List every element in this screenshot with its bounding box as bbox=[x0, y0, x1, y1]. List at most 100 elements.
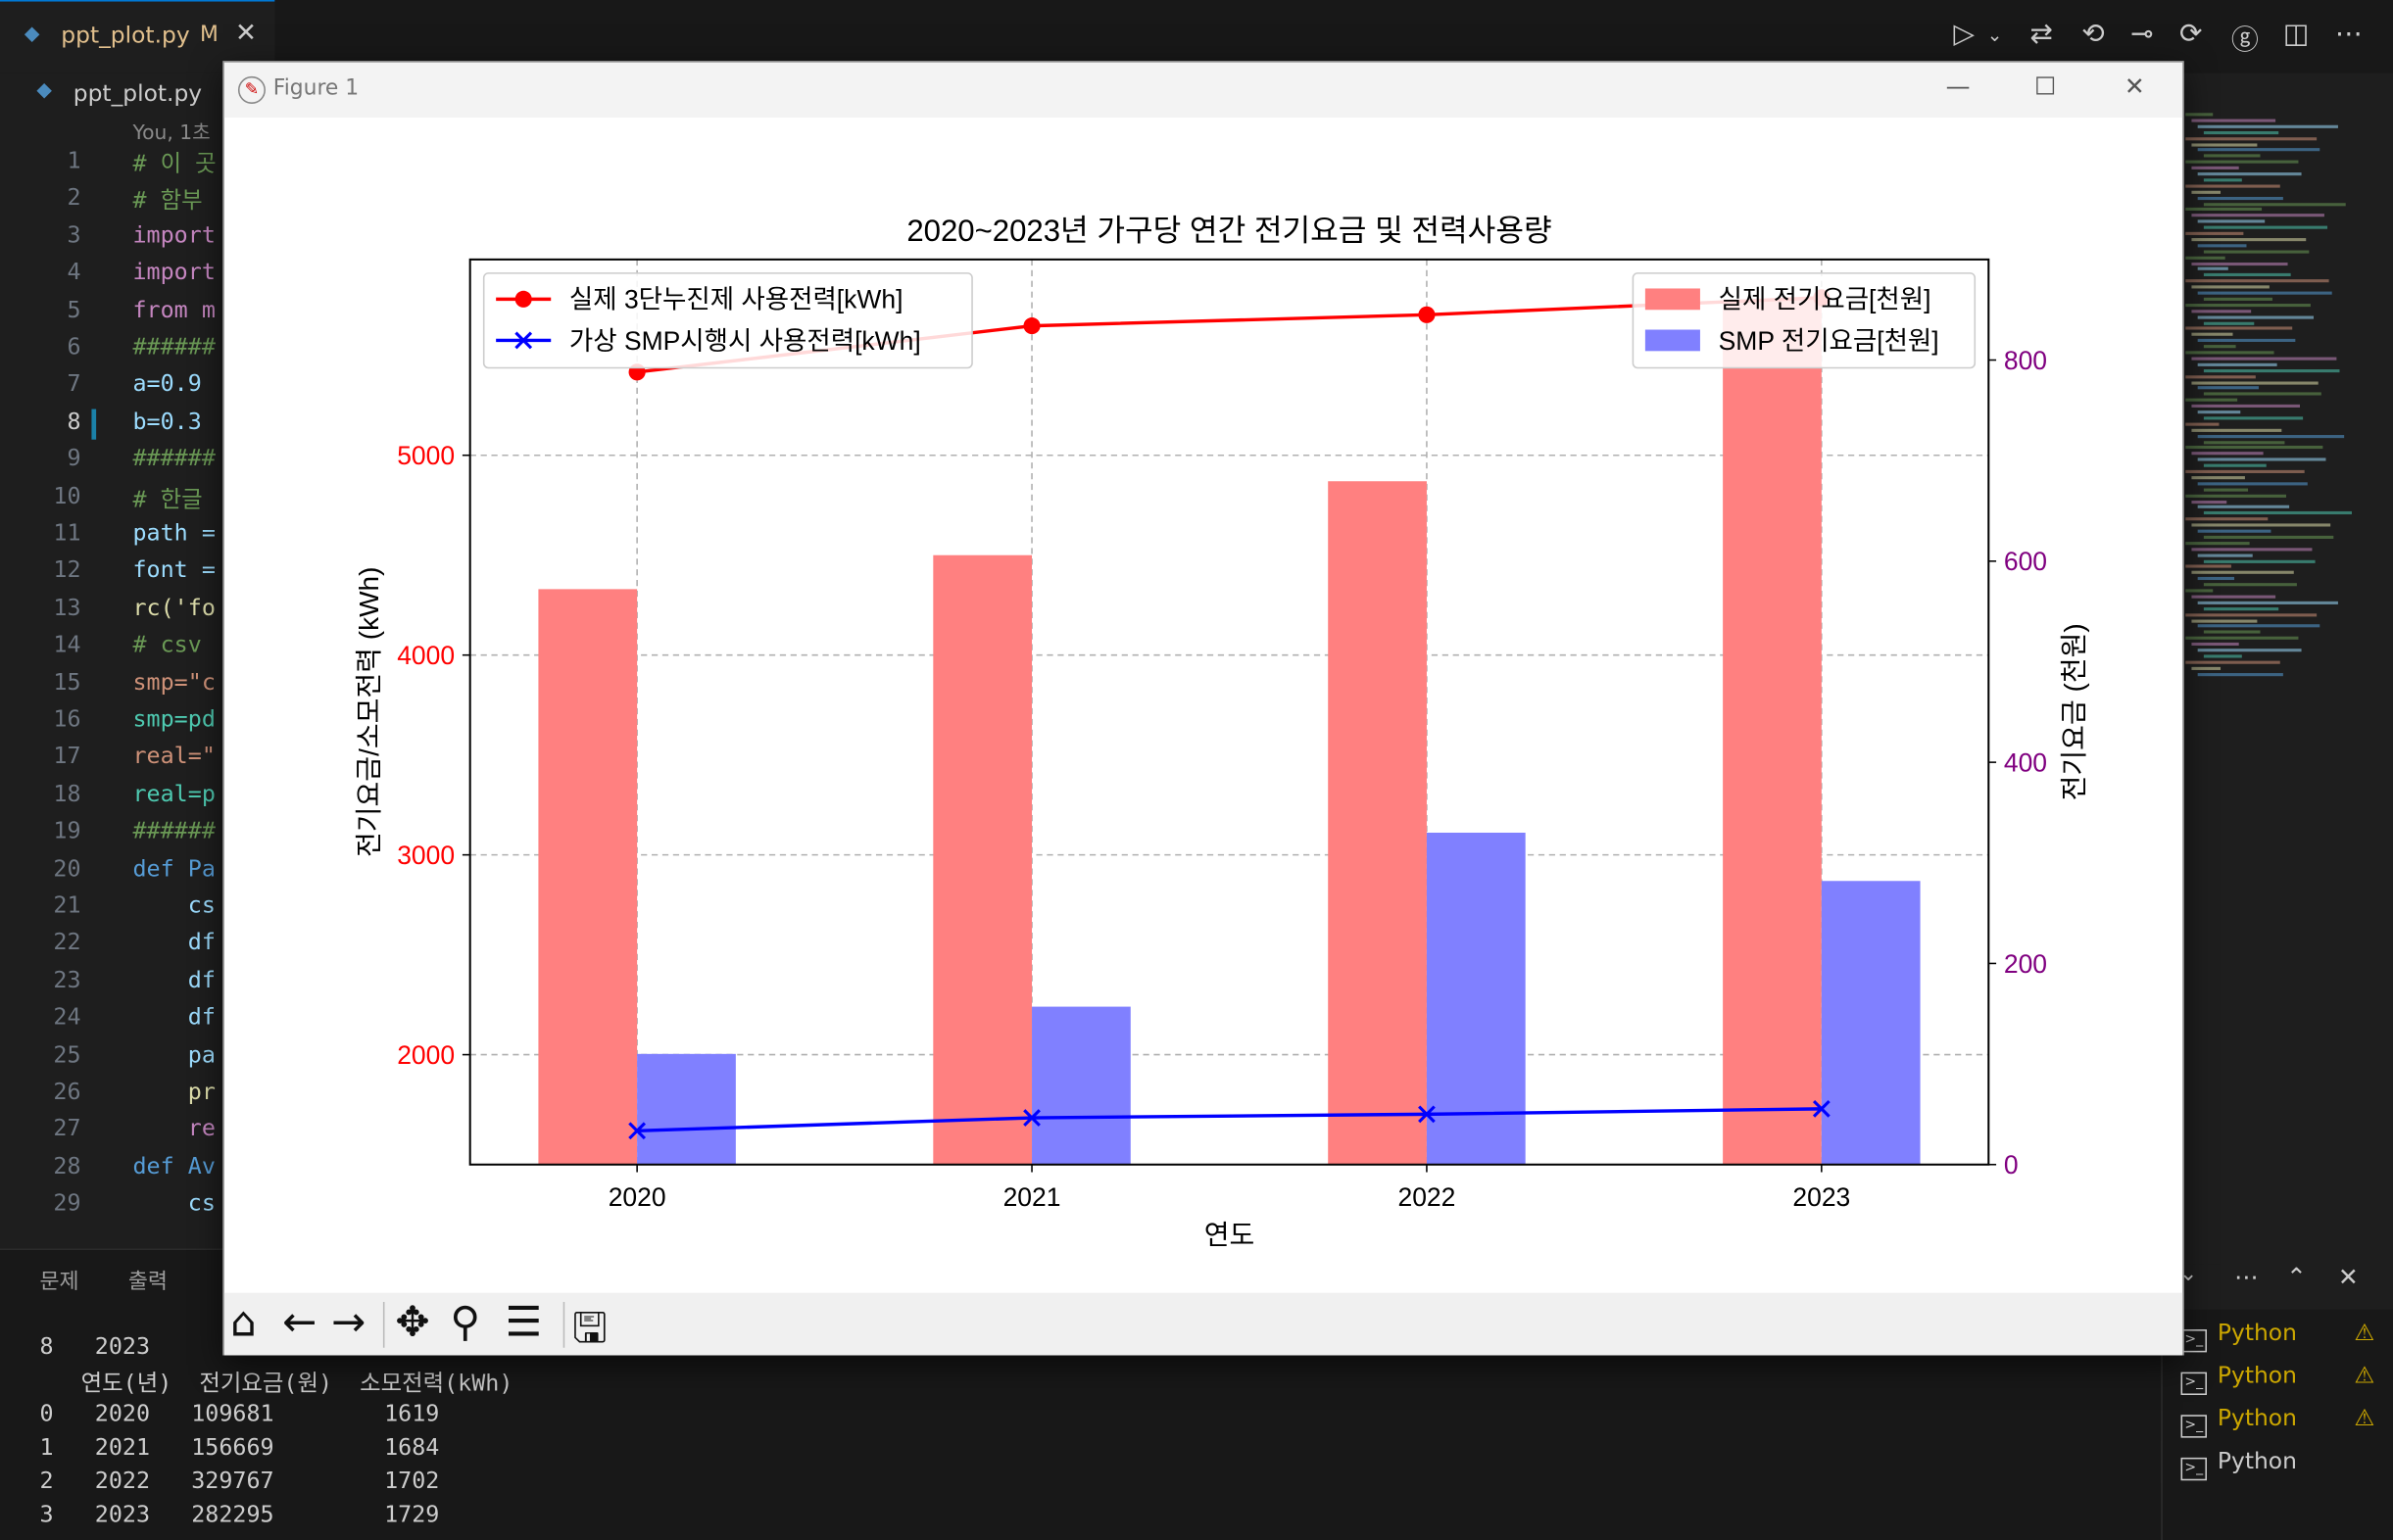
python-file-icon: ◆ bbox=[36, 79, 52, 103]
close-tab-icon[interactable]: ✕ bbox=[234, 18, 258, 49]
code-line[interactable]: rc('fo bbox=[132, 593, 216, 621]
minimap-line bbox=[2185, 541, 2250, 545]
breadcrumb-file[interactable]: ppt_plot.py bbox=[73, 79, 203, 108]
code-line[interactable]: df bbox=[132, 965, 216, 993]
terminal-item[interactable]: >_ Python bbox=[2180, 1319, 2297, 1353]
maximize-icon[interactable]: ☐ bbox=[2034, 72, 2057, 101]
tab-output[interactable]: 출력 bbox=[127, 1270, 168, 1295]
terminal-line: 연도(년) 전기요금(원) 소모전력(kWh) bbox=[39, 1369, 513, 1397]
code-line[interactable]: font = bbox=[132, 555, 216, 584]
run-icon[interactable]: ▷ bbox=[1953, 18, 1976, 51]
minimap-line bbox=[2203, 488, 2249, 492]
run-dropdown-icon[interactable]: ⌄ bbox=[1986, 24, 2003, 46]
code-line[interactable]: from m bbox=[132, 295, 216, 323]
breadcrumb[interactable]: ◆ ppt_plot.py bbox=[0, 73, 244, 114]
home-icon[interactable]: ⌂ bbox=[230, 1298, 257, 1347]
line-number: 28 bbox=[53, 1151, 81, 1180]
minimap-line bbox=[2203, 463, 2267, 467]
line-number: 9 bbox=[67, 444, 81, 472]
figure-title-bar[interactable]: ✎ Figure 1 — ☐ ✕ bbox=[223, 62, 2183, 118]
code-line[interactable]: def Av bbox=[132, 1151, 216, 1180]
minimap-line bbox=[2197, 339, 2296, 343]
minimap-line bbox=[2197, 172, 2302, 176]
minimap-line bbox=[2185, 231, 2244, 235]
close-panel-icon[interactable]: ✕ bbox=[2337, 1262, 2359, 1292]
terminal-line: 1 2021 156669 1684 bbox=[39, 1432, 440, 1462]
code-line[interactable]: ###### bbox=[132, 816, 216, 844]
tab-problems[interactable]: 문제 bbox=[39, 1270, 79, 1295]
minimap-line bbox=[2185, 660, 2280, 664]
legend-box bbox=[482, 272, 973, 369]
modified-line-gutter bbox=[91, 409, 97, 440]
save-icon[interactable]: 🖫 bbox=[572, 1305, 608, 1353]
minimap-line bbox=[2203, 559, 2316, 563]
line-number: 14 bbox=[53, 630, 81, 658]
code-line[interactable]: real=" bbox=[132, 742, 216, 770]
zoom-icon[interactable]: ⚲ bbox=[450, 1298, 481, 1347]
back-icon[interactable]: ← bbox=[282, 1298, 317, 1347]
minimap-line bbox=[2203, 345, 2236, 349]
forward-icon[interactable]: → bbox=[330, 1298, 366, 1347]
code-line[interactable]: smp="c bbox=[132, 667, 216, 696]
minimap-line bbox=[2197, 601, 2338, 604]
subplots-icon[interactable]: ☰ bbox=[505, 1298, 543, 1347]
code-line[interactable]: real=p bbox=[132, 779, 216, 807]
minimap-line bbox=[2185, 256, 2225, 260]
minimap-line bbox=[2191, 142, 2258, 146]
close-icon[interactable]: ✕ bbox=[2124, 72, 2145, 101]
commit-icon[interactable]: ⊸ bbox=[2130, 18, 2154, 51]
minimap-line bbox=[2191, 285, 2270, 289]
code-line[interactable]: pa bbox=[132, 1039, 216, 1068]
git-graph-icon[interactable]: ⓖ bbox=[2230, 24, 2259, 57]
code-line[interactable]: ###### bbox=[132, 444, 216, 472]
minimap-line bbox=[2191, 333, 2233, 337]
source-control-icon[interactable]: ⇄ bbox=[2029, 18, 2053, 51]
tab-ppt-plot[interactable]: ◆ ppt_plot.py M ✕ bbox=[0, 0, 275, 73]
legend-label: 실제 3단누진제 사용전력[kWh] bbox=[569, 285, 903, 314]
code-line[interactable]: pr bbox=[132, 1077, 216, 1105]
code-line[interactable]: def Pa bbox=[132, 853, 216, 882]
plot-canvas: 2000 3000 4000 5000 0 200 400 600 800 2020 2021 202… bbox=[354, 214, 2089, 1250]
minimap-line bbox=[2191, 571, 2294, 575]
code-line[interactable]: # 함부 bbox=[132, 186, 203, 215]
line-number: 1 bbox=[67, 146, 81, 174]
timeline-back-icon[interactable]: ⟲ bbox=[2081, 18, 2105, 51]
more-actions-icon[interactable]: ⋯ bbox=[2334, 18, 2363, 51]
timeline-forward-icon[interactable]: ⟳ bbox=[2178, 18, 2203, 51]
legend-marker bbox=[514, 290, 532, 308]
code-line[interactable]: path = bbox=[132, 518, 216, 547]
bar bbox=[538, 589, 638, 1165]
pan-icon[interactable]: ✥ bbox=[395, 1298, 430, 1347]
code-line[interactable]: import bbox=[132, 258, 216, 286]
code-line[interactable]: b=0.3 bbox=[132, 407, 202, 435]
code-line[interactable]: re bbox=[132, 1114, 216, 1142]
minimap-line bbox=[2185, 279, 2329, 283]
code-line[interactable]: # 이 곳 bbox=[132, 149, 217, 177]
legend-swatch bbox=[1644, 329, 1700, 352]
code-line[interactable]: smp=pd bbox=[132, 704, 216, 733]
code-line[interactable]: cs bbox=[132, 890, 216, 919]
code-line[interactable]: import bbox=[132, 220, 216, 249]
terminal-list: >_ Python ⚠ >_ Python ⚠ >_ Python ⚠ >_ Python bbox=[2161, 1309, 2393, 1540]
minimap-line bbox=[2197, 148, 2320, 152]
split-editor-icon[interactable]: ◫ bbox=[2282, 18, 2310, 51]
minimap-line bbox=[2191, 190, 2222, 194]
line-number: 17 bbox=[53, 742, 81, 770]
code-line[interactable]: ###### bbox=[132, 332, 216, 361]
terminal-item[interactable]: >_ Python bbox=[2180, 1447, 2297, 1481]
code-line[interactable]: df bbox=[132, 928, 216, 956]
code-line[interactable]: a=0.9 bbox=[132, 369, 202, 398]
bar bbox=[933, 554, 1033, 1165]
terminal-item[interactable]: >_ Python bbox=[2180, 1404, 2297, 1438]
code-line[interactable]: # 한글 bbox=[132, 484, 203, 512]
code-line[interactable]: # csv bbox=[132, 630, 202, 658]
panel-more-icon[interactable]: ⋯ bbox=[2234, 1262, 2259, 1292]
code-line[interactable]: df bbox=[132, 1002, 216, 1031]
terminal-item[interactable]: >_ Python bbox=[2180, 1362, 2297, 1396]
minimize-icon[interactable]: — bbox=[1945, 72, 1971, 101]
maximize-panel-icon[interactable]: ⌃ bbox=[2285, 1262, 2307, 1292]
minimap-line bbox=[2191, 595, 2276, 599]
minimap[interactable] bbox=[2182, 72, 2393, 1265]
line-number: 26 bbox=[53, 1077, 81, 1105]
code-line[interactable]: cs bbox=[132, 1188, 216, 1218]
